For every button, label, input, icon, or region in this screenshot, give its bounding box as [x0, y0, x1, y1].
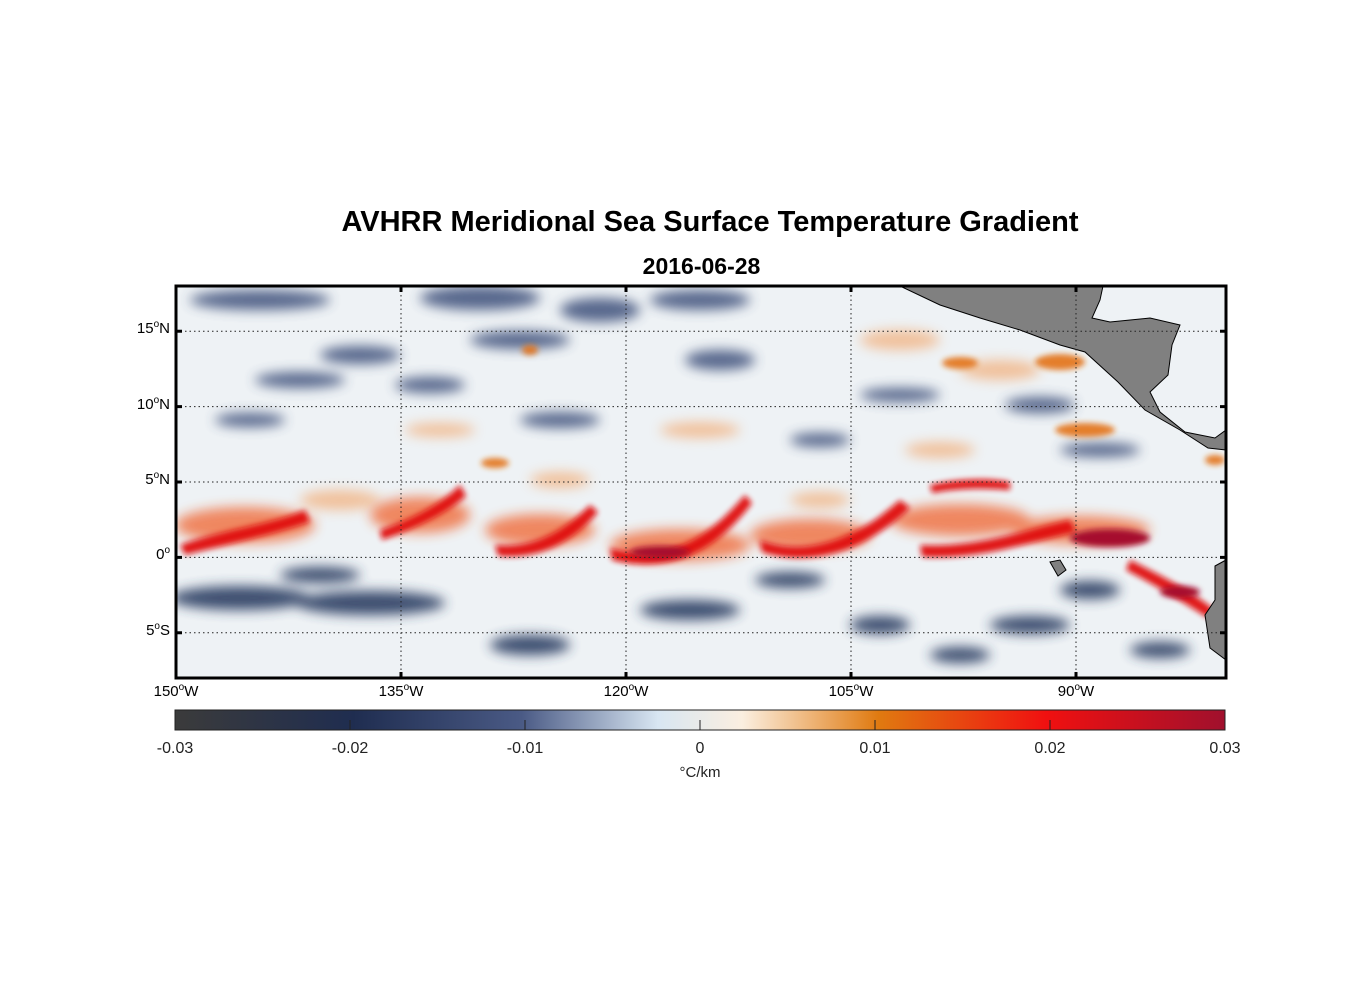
- lat-label-hemisphere: S: [159, 621, 170, 639]
- lon-label: 105oW: [806, 682, 896, 700]
- lon-label-degree: o: [403, 682, 410, 693]
- lat-label-number: 10: [136, 395, 154, 413]
- colorbar-tick-label: -0.03: [156, 740, 194, 757]
- lon-label-hemisphere: W: [184, 683, 199, 700]
- lat-label: 10oN: [110, 395, 170, 413]
- lat-label-degree: o: [153, 470, 160, 481]
- lon-label: 90oW: [1031, 682, 1121, 700]
- lat-label-number: 5: [145, 471, 154, 488]
- lon-label-hemisphere: W: [409, 683, 424, 700]
- map-frame: [174, 284, 1228, 680]
- lon-label-degree: o: [628, 682, 635, 693]
- lon-label-number: 120: [603, 683, 629, 700]
- colorbar-tick-label: 0.02: [1034, 740, 1066, 757]
- map-field: [176, 286, 1226, 678]
- lat-label-number: 0: [156, 546, 165, 564]
- lat-label: 5oN: [110, 470, 170, 488]
- lon-label-degree: o: [853, 682, 860, 693]
- lat-label-degree: o: [164, 545, 170, 557]
- colorbar-ticks: [174, 720, 1226, 730]
- lat-label-degree: o: [153, 319, 160, 331]
- lat-label: 5oS: [110, 621, 170, 639]
- lat-label-degree: o: [153, 394, 160, 406]
- lat-label: 15oN: [110, 319, 170, 337]
- lat-label-hemisphere: N: [159, 471, 170, 488]
- lat-label-number: 15: [136, 320, 154, 338]
- lon-label-hemisphere: W: [859, 683, 874, 700]
- lat-label-degree: o: [154, 620, 160, 632]
- lon-label-number: 90: [1057, 683, 1075, 700]
- lat-label: 0o: [110, 545, 170, 563]
- lat-label-hemisphere: N: [159, 320, 170, 338]
- lon-label: 120oW: [581, 682, 671, 700]
- lon-label: 150oW: [131, 682, 221, 700]
- lon-label-number: 135: [378, 683, 404, 700]
- lon-label-degree: o: [1074, 682, 1081, 693]
- colorbar-tick-label: 0: [695, 740, 705, 757]
- lat-label-hemisphere: N: [159, 395, 170, 413]
- lon-label-number: 150: [153, 683, 179, 700]
- colorbar-tick-label: -0.01: [506, 740, 544, 757]
- map-date: 2016-06-28: [642, 253, 761, 279]
- map-title: AVHRR Meridional Sea Surface Temperature…: [341, 206, 1079, 238]
- colorbar-tick-label: 0.03: [1209, 740, 1241, 757]
- lon-label: 135oW: [356, 682, 446, 700]
- lon-label-hemisphere: W: [634, 683, 649, 700]
- colorbar-tick-label: 0.01: [859, 740, 891, 757]
- lat-label-number: 5: [146, 621, 155, 639]
- colorbar-unit: °C/km: [679, 764, 721, 781]
- lon-label-number: 105: [828, 683, 854, 700]
- lon-label-hemisphere: W: [1080, 683, 1095, 700]
- colorbar-tick-label: -0.02: [331, 740, 369, 757]
- lon-label-degree: o: [178, 682, 185, 693]
